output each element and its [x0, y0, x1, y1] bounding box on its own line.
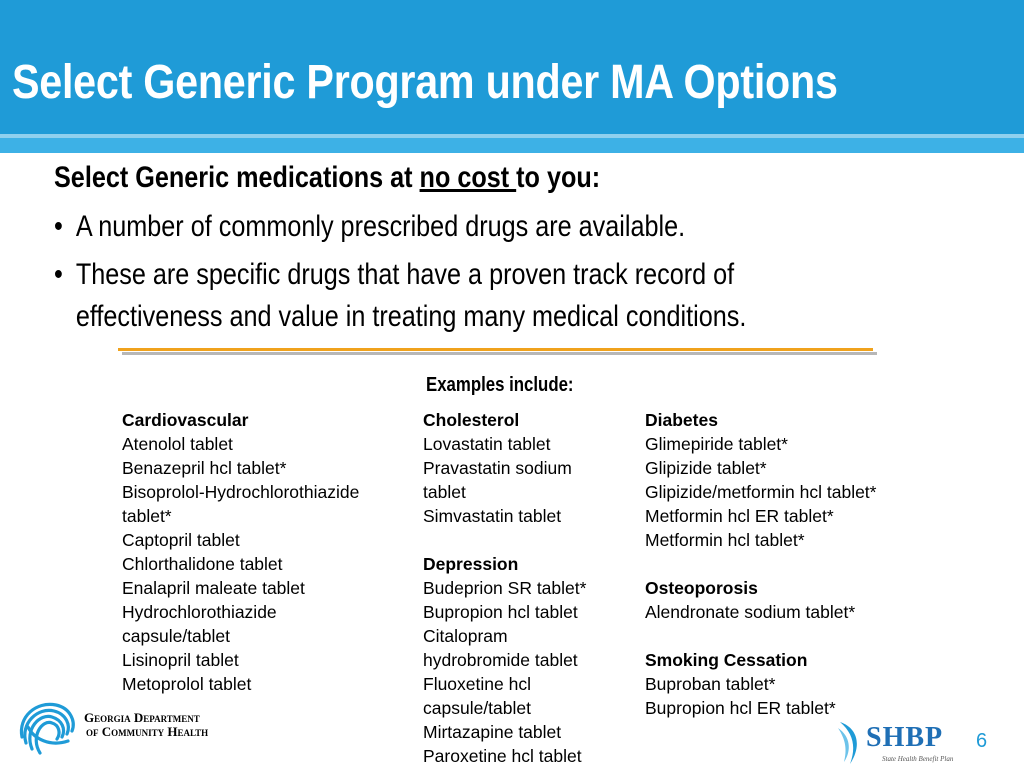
drug-item: Bupropion hcl tablet — [423, 602, 578, 622]
drug-item: capsule/tablet — [423, 698, 531, 718]
shbp-name: SHBP — [866, 722, 944, 753]
drug-item: Mirtazapine tablet — [423, 722, 562, 742]
drug-item: Alendronate sodium tablet* — [645, 602, 856, 622]
gdch-line1: Georgia Department — [84, 710, 200, 725]
column-cholesterol-depression: Cholesterol Lovastatin tablet Pravastati… — [423, 408, 586, 768]
drug-item: Lovastatin tablet — [423, 434, 551, 454]
drug-item: Benazepril hcl tablet* — [122, 458, 287, 478]
bullet-text: A number of commonly prescribed drugs ar… — [75, 210, 686, 243]
category-heading: Smoking Cessation — [645, 650, 808, 670]
drug-item: Glipizide/metformin hcl tablet* — [645, 482, 877, 502]
spacer — [645, 624, 876, 648]
examples-label: Examples include: — [426, 374, 574, 396]
drug-item: Metoprolol tablet — [122, 674, 252, 694]
category-heading: Osteoporosis — [645, 578, 758, 598]
title-bar — [0, 0, 1024, 134]
bullet-item: • A number of commonly prescribed drugs a… — [54, 206, 685, 248]
drug-item: Enalapril maleate tablet — [122, 578, 305, 598]
drug-item: Fluoxetine hcl — [423, 674, 531, 694]
slide-title: Select Generic Program under MA Options — [12, 56, 838, 109]
spacer — [423, 528, 586, 552]
title-stripe-light — [0, 134, 1024, 138]
gdch-logo-text: Georgia Department of Community Health — [84, 711, 208, 739]
bullet-item: • These are specific drugs that have a pr… — [54, 254, 746, 338]
drug-item: Bisoprolol-Hydrochlorothiazide — [122, 482, 360, 502]
intro-heading: Select Generic medications at no cost to… — [54, 161, 600, 195]
bullet-text-continued: effectiveness and value in treating many… — [75, 300, 747, 333]
intro-emphasis: no cost — [419, 161, 517, 194]
drug-item: Glimepiride tablet* — [645, 434, 788, 454]
page-number: 6 — [976, 730, 988, 752]
drug-item: Buproban tablet* — [645, 674, 776, 694]
spacer — [645, 552, 876, 576]
drug-item: Captopril tablet — [122, 530, 240, 550]
category-heading: Cholesterol — [423, 410, 520, 430]
drug-item: Simvastatin tablet — [423, 506, 562, 526]
gdch-line2: of Community Health — [86, 724, 209, 739]
drug-item: Bupropion hcl ER tablet* — [645, 698, 836, 718]
divider-line — [118, 348, 873, 351]
drug-item: Paroxetine hcl tablet — [423, 746, 582, 766]
drug-item: Lisinopril tablet — [122, 650, 239, 670]
bullet-symbol: • — [54, 210, 63, 243]
intro-before: Select Generic medications at — [54, 161, 420, 194]
drug-item: capsule/tablet — [122, 626, 230, 646]
intro-after: to you: — [516, 161, 601, 194]
drug-item: Citalopram — [423, 626, 508, 646]
category-heading: Cardiovascular — [122, 410, 249, 430]
title-stripe — [0, 138, 1024, 153]
column-cardiovascular: Cardiovascular Atenolol tablet Benazepri… — [122, 408, 359, 696]
drug-item: tablet — [423, 482, 466, 502]
gdch-swirl-logo — [19, 702, 75, 755]
category-heading: Depression — [423, 554, 519, 574]
shbp-swoosh-icon — [838, 722, 857, 764]
drug-item: Glipizide tablet* — [645, 458, 767, 478]
drug-item: hydrobromide tablet — [423, 650, 578, 670]
drug-item: Pravastatin sodium — [423, 458, 572, 478]
drug-item: tablet* — [122, 506, 172, 526]
drug-item: Chlorthalidone tablet — [122, 554, 283, 574]
category-heading: Diabetes — [645, 410, 718, 430]
shbp-logo: SHBP State Health Benefit Plan — [836, 718, 966, 766]
drug-item: Metformin hcl tablet* — [645, 530, 805, 550]
drug-item: Budeprion SR tablet* — [423, 578, 587, 598]
drug-item: Hydrochlorothiazide — [122, 602, 277, 622]
shbp-subtitle: State Health Benefit Plan — [882, 755, 954, 763]
drug-item: Atenolol tablet — [122, 434, 233, 454]
divider-shadow — [122, 352, 877, 355]
column-diabetes-osteo-smoking: Diabetes Glimepiride tablet* Glipizide t… — [645, 408, 876, 720]
bullet-text: These are specific drugs that have a pro… — [75, 258, 735, 291]
drug-item: Metformin hcl ER tablet* — [645, 506, 834, 526]
bullet-symbol: • — [54, 258, 63, 291]
